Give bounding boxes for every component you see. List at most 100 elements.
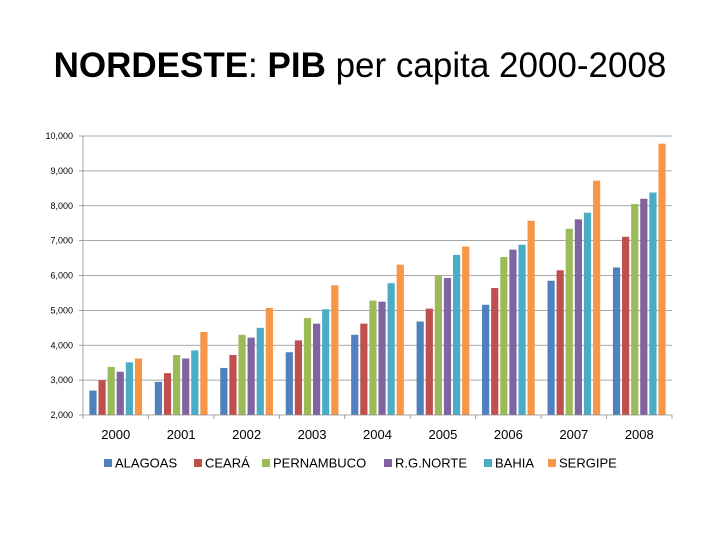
bar-cear--2007	[556, 270, 564, 415]
bar-r-g-norte-2004	[378, 301, 386, 415]
y-tick-label: 4,000	[50, 340, 73, 350]
legend-item: ALAGOAS	[104, 456, 177, 471]
bar-sergipe-2007	[592, 180, 601, 415]
bar-pernambuco-2007	[565, 228, 573, 415]
y-tick-label: 9,000	[50, 166, 73, 176]
bar-bahia-2003	[322, 309, 330, 415]
legend-item: SERGIPE	[548, 456, 617, 471]
legend-swatch	[384, 459, 392, 467]
x-tick-label: 2003	[298, 427, 327, 442]
bar-bahia-2000	[125, 362, 133, 415]
bar-alagoas-2002	[220, 367, 228, 415]
bar-alagoas-2005	[416, 321, 424, 415]
bar-r-g-norte-2000	[116, 371, 124, 415]
legend-item: BAHIA	[484, 456, 534, 471]
legend-label: BAHIA	[495, 456, 534, 471]
y-tick-label: 7,000	[50, 236, 73, 246]
bar-sergipe-2008	[658, 143, 666, 416]
bar-pernambuco-2006	[500, 257, 508, 415]
legend-label: ALAGOAS	[115, 456, 177, 471]
x-tick-label: 2004	[363, 427, 392, 442]
bar-bahia-2008	[649, 192, 657, 415]
bar-sergipe-2001	[200, 332, 208, 415]
bar-bahia-2007	[583, 212, 592, 415]
bar-alagoas-2001	[154, 381, 163, 415]
bar-sergipe-2004	[396, 264, 404, 415]
x-tick-label: 2005	[428, 427, 457, 442]
bar-pernambuco-2002	[238, 334, 246, 415]
title-pib: PIB	[267, 46, 326, 85]
bar-r-g-norte-2008	[640, 198, 648, 415]
bar-sergipe-2002	[265, 307, 273, 415]
bar-r-g-norte-2002	[247, 337, 255, 415]
bar-alagoas-2008	[612, 267, 621, 415]
legend-label: PERNAMBUCO	[273, 456, 366, 471]
bar-alagoas-2004	[351, 334, 359, 415]
bar-sergipe-2005	[462, 246, 470, 415]
y-tick-label: 3,000	[50, 375, 73, 385]
bar-bahia-2001	[191, 350, 199, 415]
bar-bahia-2005	[452, 254, 461, 415]
legend-swatch	[194, 459, 202, 467]
bar-cear--2001	[163, 373, 172, 415]
y-tick-label: 5,000	[50, 305, 73, 315]
legend-swatch	[484, 459, 492, 467]
legend-item: PERNAMBUCO	[262, 456, 366, 471]
bar-alagoas-2003	[285, 352, 293, 415]
bar-cear--2002	[229, 355, 237, 415]
bar-sergipe-2000	[134, 358, 143, 415]
y-tick-label: 2,000	[50, 410, 73, 420]
x-tick-label: 2002	[232, 427, 261, 442]
title-colon: :	[248, 46, 268, 85]
bar-r-g-norte-2005	[443, 277, 452, 415]
legend-label: SERGIPE	[559, 456, 617, 471]
bar-bahia-2004	[387, 283, 395, 415]
bar-cear--2008	[622, 236, 630, 415]
bar-r-g-norte-2007	[574, 219, 582, 415]
legend-label: CEARÁ	[205, 456, 250, 471]
bar-cear--2004	[360, 323, 368, 415]
title-rest: per capita 2000-2008	[325, 46, 667, 85]
y-tick-label: 10,000	[45, 131, 73, 141]
bars	[89, 143, 666, 416]
bar-pernambuco-2004	[369, 300, 377, 415]
bar-cear--2000	[98, 380, 106, 416]
bar-r-g-norte-2003	[313, 323, 321, 415]
bar-pernambuco-2000	[107, 366, 115, 415]
gridlines	[83, 135, 672, 381]
bar-r-g-norte-2001	[182, 358, 190, 415]
axes	[82, 136, 672, 416]
bar-alagoas-2007	[547, 280, 555, 415]
y-tick-label: 8,000	[50, 201, 73, 211]
x-tick-label: 2008	[625, 427, 654, 442]
bar-sergipe-2006	[527, 220, 535, 415]
bar-alagoas-2000	[89, 390, 97, 415]
legend-swatch	[262, 459, 270, 467]
x-tick-label: 2001	[167, 427, 196, 442]
x-tick-label: 2006	[494, 427, 523, 442]
bar-cear--2006	[491, 288, 499, 415]
bar-pernambuco-2008	[631, 204, 639, 415]
bar-pernambuco-2003	[303, 318, 312, 415]
legend: ALAGOAS CEARÁ PERNAMBUCO R.G.NORTE BAHIA SERG…	[104, 456, 617, 471]
legend-item: R.G.NORTE	[384, 456, 467, 471]
bar-pernambuco-2001	[173, 355, 181, 415]
title-region: NORDESTE	[53, 46, 249, 85]
bar-cear--2005	[425, 308, 433, 415]
bar-pernambuco-2005	[434, 275, 442, 415]
legend-swatch	[548, 459, 556, 467]
y-tick-label: 6,000	[50, 271, 73, 281]
bar-alagoas-2006	[482, 304, 490, 415]
x-tick-label: 2000	[101, 427, 130, 442]
x-axis-labels: 2000 2001 2002 2003 2004 2005 2006 2007 2008	[82, 415, 673, 442]
bar-bahia-2006	[518, 244, 526, 415]
legend-item: CEARÁ	[194, 456, 250, 471]
legend-label: R.G.NORTE	[395, 456, 467, 471]
bar-sergipe-2003	[331, 285, 339, 415]
x-tick-label: 2007	[559, 427, 588, 442]
y-axis-ticks: 2,000 3,000 4,000 5,000 6,000 7,000 8,000 9,000…	[45, 131, 83, 420]
bar-bahia-2002	[256, 327, 264, 415]
bar-r-g-norte-2006	[509, 249, 517, 415]
bar-cear--2003	[294, 340, 303, 415]
